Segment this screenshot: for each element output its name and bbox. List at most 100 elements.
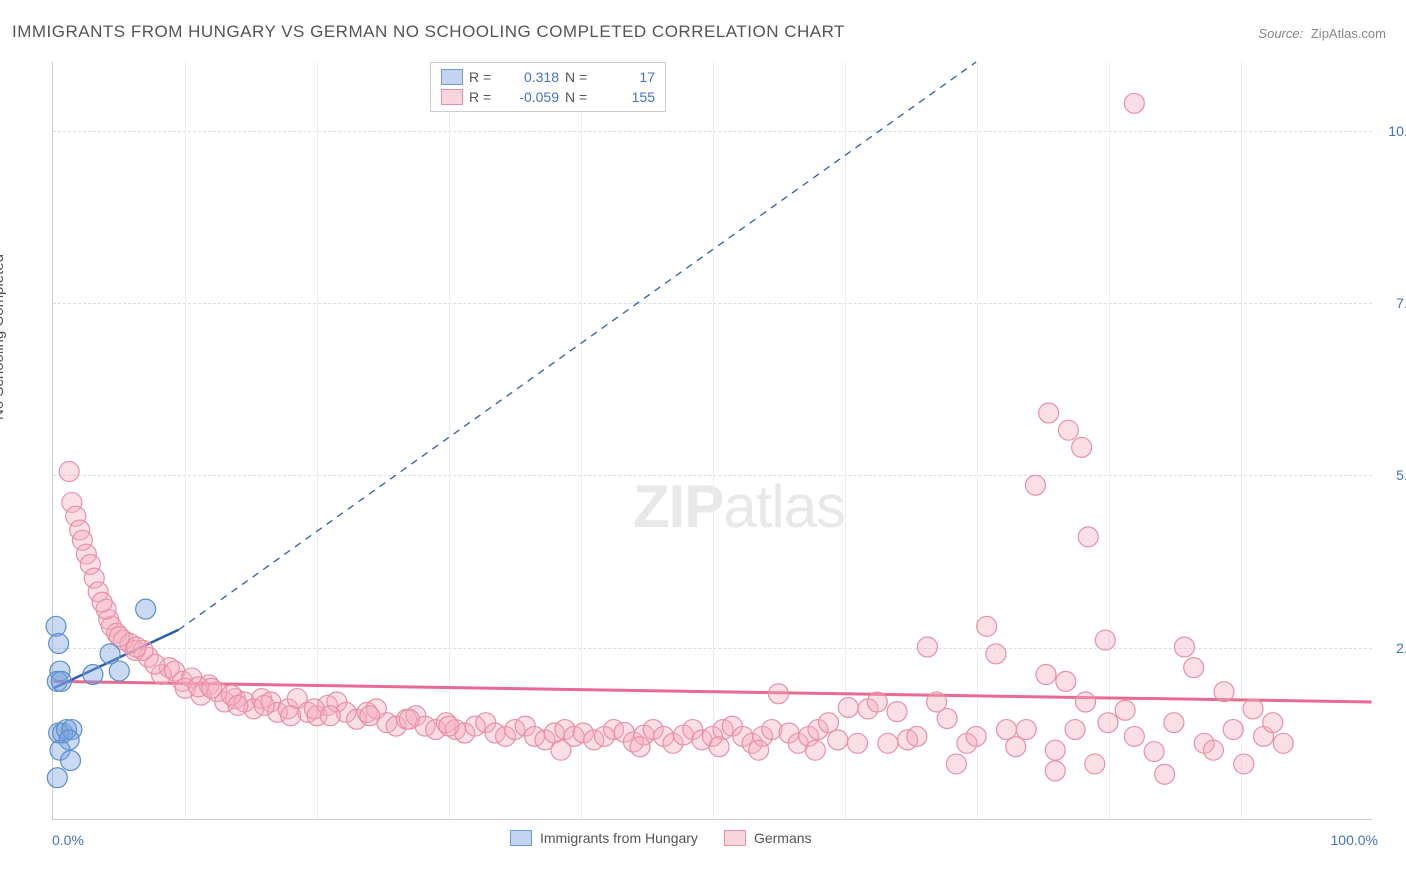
data-point (848, 733, 868, 753)
data-point (762, 720, 782, 740)
data-point (986, 644, 1006, 664)
data-point (360, 706, 380, 726)
data-point (83, 664, 103, 684)
data-point (917, 637, 937, 657)
data-point (100, 644, 120, 664)
data-point (1072, 437, 1092, 457)
data-point (399, 709, 419, 729)
data-point (887, 702, 907, 722)
data-point (1085, 754, 1105, 774)
n-value-pink: 155 (601, 89, 655, 105)
data-point (1263, 713, 1283, 733)
data-point (47, 768, 67, 788)
data-point (228, 695, 248, 715)
data-point (828, 730, 848, 750)
data-point (1016, 720, 1036, 740)
data-point (1234, 754, 1254, 774)
plot-area: ZIPatlas 2.5%5.0%7.5%10.0% (52, 62, 1372, 820)
r-label: R = (469, 89, 499, 105)
data-point (1045, 740, 1065, 760)
data-point (1203, 740, 1223, 760)
data-point (937, 709, 957, 729)
legend-series: Immigrants from Hungary Germans (510, 830, 812, 846)
data-point (49, 634, 69, 654)
legend-label-hungary: Immigrants from Hungary (540, 830, 698, 846)
data-point (768, 684, 788, 704)
data-point (630, 737, 650, 757)
data-point (1036, 664, 1056, 684)
data-point (136, 599, 156, 619)
legend-label-germans: Germans (754, 830, 812, 846)
swatch-blue (441, 69, 463, 85)
trendline-blue-extrapolated (179, 62, 977, 630)
data-point (1184, 658, 1204, 678)
source-attribution: Source: ZipAtlas.com (1258, 26, 1386, 41)
data-point (1039, 403, 1059, 423)
x-tick-max: 100.0% (1331, 832, 1378, 848)
data-point (1164, 713, 1184, 733)
data-point (320, 706, 340, 726)
data-point (254, 695, 274, 715)
swatch-pink (441, 89, 463, 105)
data-point (1045, 761, 1065, 781)
chart-svg (53, 62, 1372, 819)
source-name: ZipAtlas.com (1311, 26, 1386, 41)
data-point (1144, 742, 1164, 762)
source-label: Source: (1258, 26, 1303, 41)
data-point (1056, 671, 1076, 691)
data-point (61, 751, 81, 771)
data-point (281, 706, 301, 726)
y-axis-label: No Schooling Completed (0, 254, 7, 420)
data-point (1155, 764, 1175, 784)
y-tick-label: 7.5% (1396, 295, 1406, 311)
data-point (977, 616, 997, 636)
data-point (878, 733, 898, 753)
data-point (1095, 630, 1115, 650)
x-tick-min: 0.0% (52, 832, 84, 848)
n-label: N = (565, 89, 595, 105)
data-point (202, 678, 222, 698)
data-point (838, 698, 858, 718)
y-tick-label: 10.0% (1388, 123, 1406, 139)
r-value-pink: -0.059 (505, 89, 559, 105)
data-point (551, 740, 571, 760)
data-point (1124, 93, 1144, 113)
y-tick-label: 5.0% (1396, 467, 1406, 483)
legend-item-germans: Germans (724, 830, 812, 846)
legend-correlation: R = 0.318 N = 17 R = -0.059 N = 155 (430, 62, 666, 112)
swatch-blue-icon (510, 830, 532, 846)
data-point (907, 726, 927, 746)
data-point (1065, 720, 1085, 740)
data-point (1006, 737, 1026, 757)
legend-row-blue: R = 0.318 N = 17 (441, 67, 655, 87)
data-point (1223, 720, 1243, 740)
data-point (1124, 726, 1144, 746)
data-point (1273, 733, 1293, 753)
data-point (966, 726, 986, 746)
data-point (1058, 420, 1078, 440)
data-point (1214, 682, 1234, 702)
data-point (1098, 713, 1118, 733)
data-point (1025, 475, 1045, 495)
r-value-blue: 0.318 (505, 69, 559, 85)
n-value-blue: 17 (601, 69, 655, 85)
data-point (126, 637, 146, 657)
data-point (439, 716, 459, 736)
r-label: R = (469, 69, 499, 85)
legend-item-hungary: Immigrants from Hungary (510, 830, 698, 846)
data-point (709, 737, 729, 757)
legend-row-pink: R = -0.059 N = 155 (441, 87, 655, 107)
y-tick-label: 2.5% (1396, 640, 1406, 656)
data-point (92, 592, 112, 612)
data-point (1115, 700, 1135, 720)
data-point (1174, 637, 1194, 657)
data-point (1078, 527, 1098, 547)
data-point (867, 692, 887, 712)
data-point (51, 671, 71, 691)
data-point (946, 754, 966, 774)
data-point (1243, 699, 1263, 719)
swatch-pink-icon (724, 830, 746, 846)
data-point (1076, 692, 1096, 712)
data-point (59, 461, 79, 481)
data-point (749, 740, 769, 760)
